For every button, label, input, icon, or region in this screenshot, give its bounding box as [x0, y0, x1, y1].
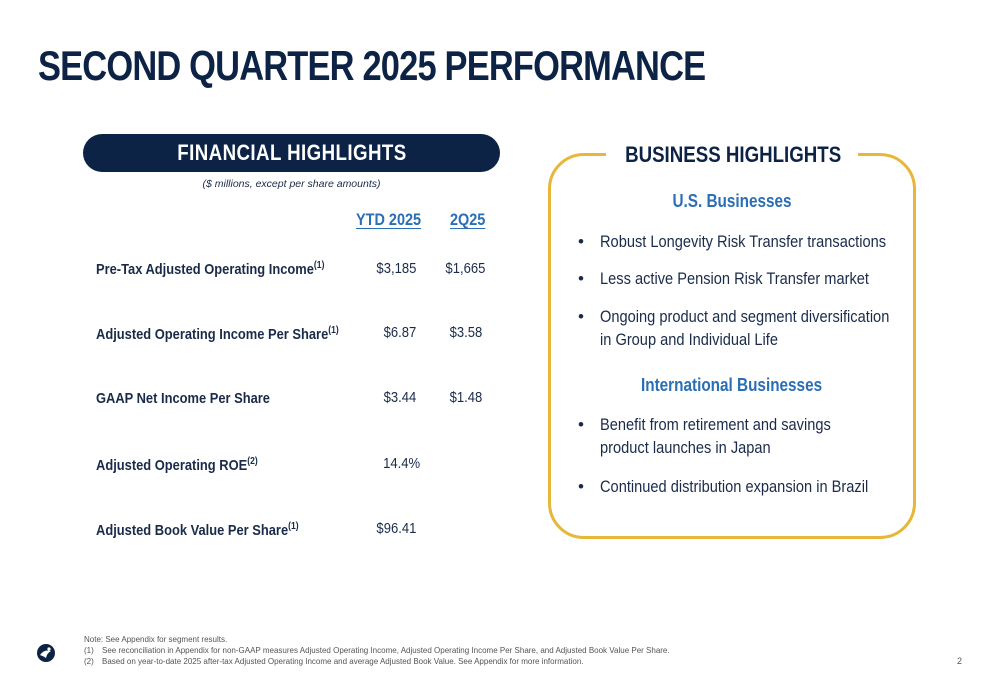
bullet-text: Ongoing product and segment diversificat… [600, 307, 890, 349]
bullet-text: Continued distribution expansion in Braz… [600, 477, 869, 496]
row-label-text: Adjusted Operating ROE [96, 457, 248, 474]
bullet-dot: • [578, 415, 584, 434]
footnote-1: (1) See reconciliation in Appendix for n… [84, 645, 670, 656]
company-logo-icon [36, 643, 56, 663]
value-2q25: $1.48 [449, 390, 482, 406]
value-2q25: $1,665 [445, 261, 485, 277]
row-label-gaap-net-income: GAAP Net Income Per Share [96, 390, 270, 407]
row-label-text: Adjusted Operating Income Per Share [96, 326, 329, 343]
footnote-text: Based on year-to-date 2025 after-tax Adj… [102, 657, 584, 666]
financial-highlights-banner: FINANCIAL HIGHLIGHTS [83, 134, 500, 172]
footnote-ref: (1) [288, 521, 299, 532]
footnote-key: (2) [84, 657, 94, 666]
bullet-text: Robust Longevity Risk Transfer transacti… [600, 232, 887, 251]
footnote-ref: (1) [328, 325, 339, 336]
us-businesses-heading-text: U.S. Businesses [672, 191, 792, 211]
page-number: 2 [957, 656, 963, 666]
bullet-dot: • [578, 269, 584, 288]
footnote-intro: Note: See Appendix for segment results. [84, 635, 228, 644]
financial-highlights-title: FINANCIAL HIGHLIGHTS [176, 140, 407, 165]
value-ytd: $96.41 [376, 521, 416, 537]
bullet-dot: • [578, 477, 584, 496]
business-highlights-title: BUSINESS HIGHLIGHTS [606, 140, 858, 170]
international-businesses-heading: International Businesses [548, 375, 916, 396]
us-businesses-heading: U.S. Businesses [548, 191, 916, 212]
footnote-key: (1) [84, 646, 94, 655]
page-title: SECOND QUARTER 2025 PERFORMANCE [38, 42, 706, 89]
footnote-ref: (1) [313, 260, 325, 271]
row-label-book-value: Adjusted Book Value Per Share(1) [96, 521, 299, 539]
footnote-2: (2) Based on year-to-date 2025 after-tax… [84, 656, 670, 667]
row-label-pretax-aoi: Pre-Tax Adjusted Operating Income(1) [96, 260, 324, 278]
financial-subtitle: ($ millions, except per share amounts) [202, 178, 381, 190]
business-highlights-title-text: BUSINESS HIGHLIGHTS [625, 142, 842, 167]
footnotes: Note: See Appendix for segment results. … [84, 634, 670, 667]
value-ytd: $3.44 [383, 390, 416, 406]
value-ytd: $6.87 [383, 325, 416, 341]
row-label-text: Pre-Tax Adjusted Operating Income [96, 261, 314, 278]
row-label-aoi-per-share: Adjusted Operating Income Per Share(1) [96, 325, 339, 343]
bullet-text: Benefit from retirement and savings prod… [600, 415, 831, 457]
row-label-text: Adjusted Book Value Per Share [96, 522, 289, 539]
value-2q25: $3.58 [449, 325, 482, 341]
row-label-adjusted-roe: Adjusted Operating ROE(2) [96, 456, 258, 474]
row-label-text: GAAP Net Income Per Share [96, 390, 270, 407]
footnote-ref: (2) [247, 456, 258, 467]
bullet-text: Less active Pension Risk Transfer market [600, 269, 869, 288]
value-ytd: 14.4% [382, 456, 420, 472]
value-ytd: $3,185 [376, 261, 416, 277]
bullet-dot: • [578, 232, 584, 251]
column-header-2q25: 2Q25 [450, 210, 486, 229]
international-businesses-heading-text: International Businesses [641, 375, 823, 395]
bullet-dot: • [578, 307, 584, 326]
column-header-ytd: YTD 2025 [356, 210, 422, 229]
footnote-text: See reconciliation in Appendix for non-G… [102, 646, 670, 655]
